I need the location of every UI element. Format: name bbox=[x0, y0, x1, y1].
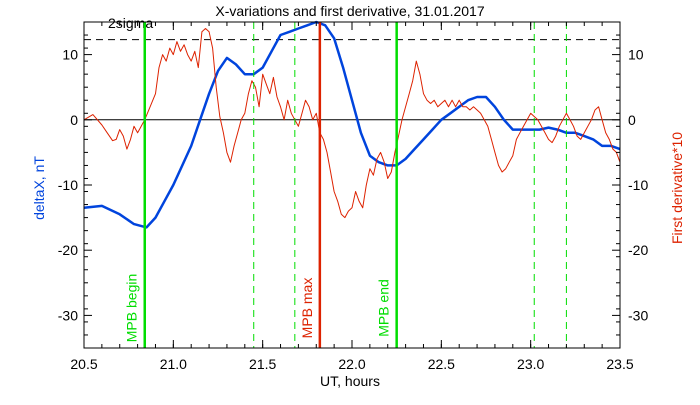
chart-title: X-variations and first derivative, 31.01… bbox=[215, 3, 484, 19]
y-left-tick-label: -10 bbox=[58, 177, 78, 193]
derivative-series-line bbox=[83, 28, 621, 219]
x-tick-label: 22.5 bbox=[428, 356, 455, 372]
marker-label: MPB end bbox=[376, 279, 392, 337]
marker-label: MPB max bbox=[299, 278, 315, 339]
x-tick-label: 21.5 bbox=[249, 356, 276, 372]
y-right-tick-label: -20 bbox=[628, 242, 648, 258]
x-tick-label: 23.5 bbox=[606, 356, 633, 372]
y-right-tick-label: -30 bbox=[628, 307, 648, 323]
deltax-series-line bbox=[83, 20, 621, 229]
y-axis-label-left: deltaX, nT bbox=[31, 156, 47, 220]
y-left-tick-label: 0 bbox=[70, 112, 78, 128]
y-right-tick-label: 10 bbox=[628, 47, 644, 63]
marker-label: MPB begin bbox=[124, 274, 140, 342]
x-tick-label: 21.0 bbox=[160, 356, 187, 372]
y-right-tick-label: 0 bbox=[628, 112, 636, 128]
y-right-tick-label: -10 bbox=[628, 177, 648, 193]
y-left-tick-label: -30 bbox=[58, 307, 78, 323]
y-left-tick-label: -20 bbox=[58, 242, 78, 258]
x-tick-label: 22.0 bbox=[338, 356, 365, 372]
x-tick-label: 23.0 bbox=[517, 356, 544, 372]
plot-frame bbox=[83, 21, 621, 349]
x-tick-label: 20.5 bbox=[70, 356, 97, 372]
y-axis-label-right: First derivative*10 bbox=[669, 132, 685, 244]
y-left-tick-label: 10 bbox=[62, 47, 78, 63]
x-axis-label: UT, hours bbox=[320, 373, 380, 389]
threshold-label: 2sigma bbox=[108, 15, 153, 31]
